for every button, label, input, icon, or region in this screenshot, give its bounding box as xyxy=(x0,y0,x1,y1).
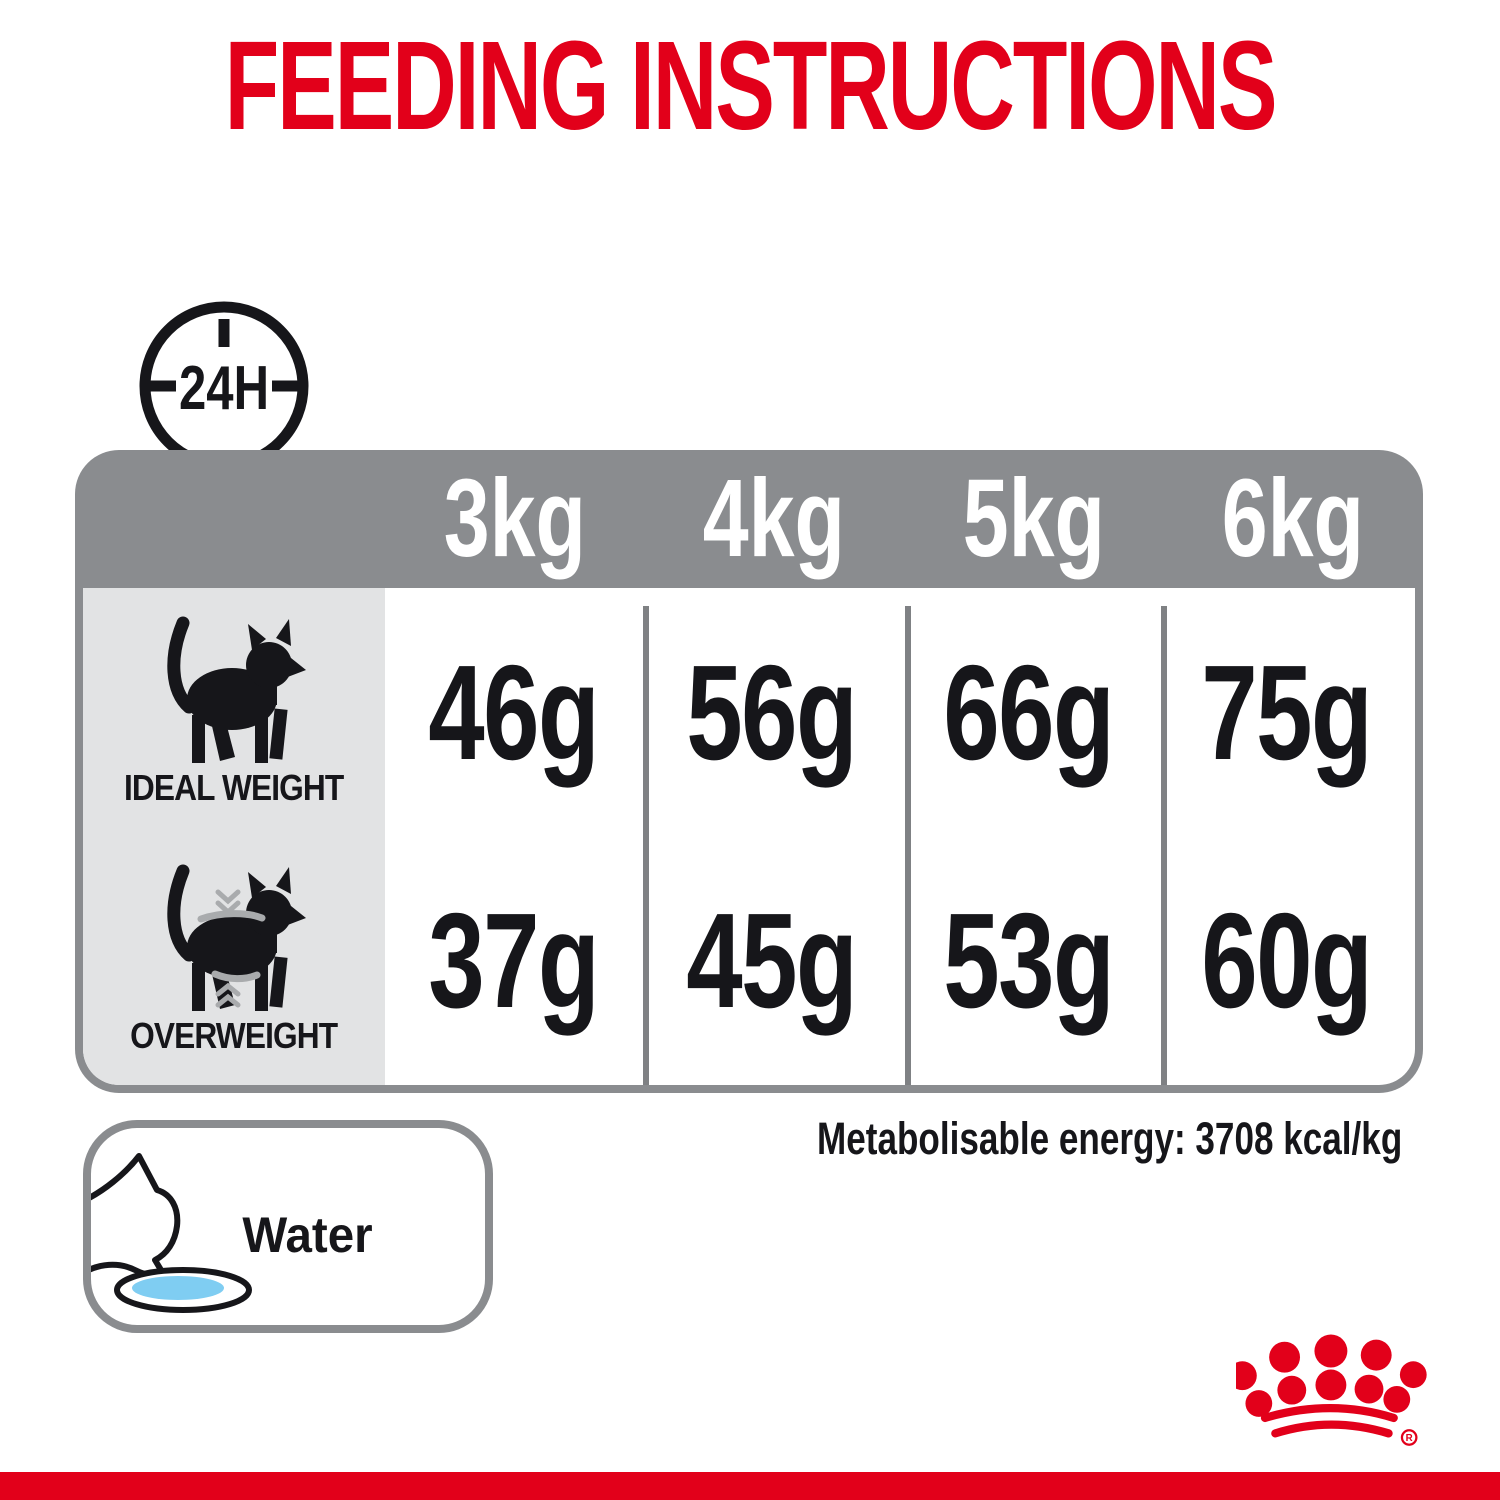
ration-overweight-5kg: 53g xyxy=(943,885,1115,1037)
royal-canin-crown-logo: R xyxy=(1236,1334,1427,1446)
ration-overweight-4kg: 45g xyxy=(686,885,857,1037)
column-header-6kg: 6kg xyxy=(1222,457,1365,580)
row-header-ideal-weight: IDEAL WEIGHT xyxy=(83,588,385,837)
page-title: FEEDING INSTRUCTIONS xyxy=(224,15,1278,156)
column-divider xyxy=(1161,606,1167,1085)
column-divider xyxy=(643,606,649,1085)
ration-overweight-3kg: 37g xyxy=(428,885,600,1037)
clock-24h-label: 24H xyxy=(179,354,269,423)
column-header-5kg: 5kg xyxy=(962,457,1105,580)
ration-ideal-6kg: 75g xyxy=(1201,636,1372,788)
ration-overweight-6kg: 60g xyxy=(1201,885,1372,1037)
row-header-overweight: OVERWEIGHT xyxy=(83,836,385,1085)
row-label-ideal-weight: IDEAL WEIGHT xyxy=(124,766,344,808)
metabolisable-energy-note: Metabolisable energy: 3708 kcal/kg xyxy=(817,1113,1403,1164)
ration-ideal-5kg: 66g xyxy=(943,636,1115,788)
feeding-table-header: 3kg 4kg 5kg 6kg xyxy=(75,450,1423,588)
ration-ideal-3kg: 46g xyxy=(428,636,600,788)
brand-red-footer-bar xyxy=(0,1472,1500,1500)
water-callout: Water xyxy=(83,1120,493,1333)
feeding-table: 3kg 4kg 5kg 6kg xyxy=(75,450,1423,1093)
column-divider xyxy=(905,606,911,1085)
cat-overweight-icon xyxy=(167,864,306,1011)
row-label-overweight: OVERWEIGHT xyxy=(130,1015,338,1056)
feeding-table-body: IDEAL WEIGHT 46g 56g 66g 75g xyxy=(75,588,1423,1093)
registered-trademark-icon: R xyxy=(1406,1433,1413,1444)
cat-drinking-water-icon xyxy=(91,1153,252,1313)
ration-ideal-4kg: 56g xyxy=(686,636,857,788)
column-header-4kg: 4kg xyxy=(703,457,846,580)
column-header-3kg: 3kg xyxy=(443,457,586,580)
cat-ideal-weight-icon xyxy=(167,616,306,763)
clock-24h-icon: 24H xyxy=(139,301,309,471)
water-label: Water xyxy=(242,1207,373,1263)
